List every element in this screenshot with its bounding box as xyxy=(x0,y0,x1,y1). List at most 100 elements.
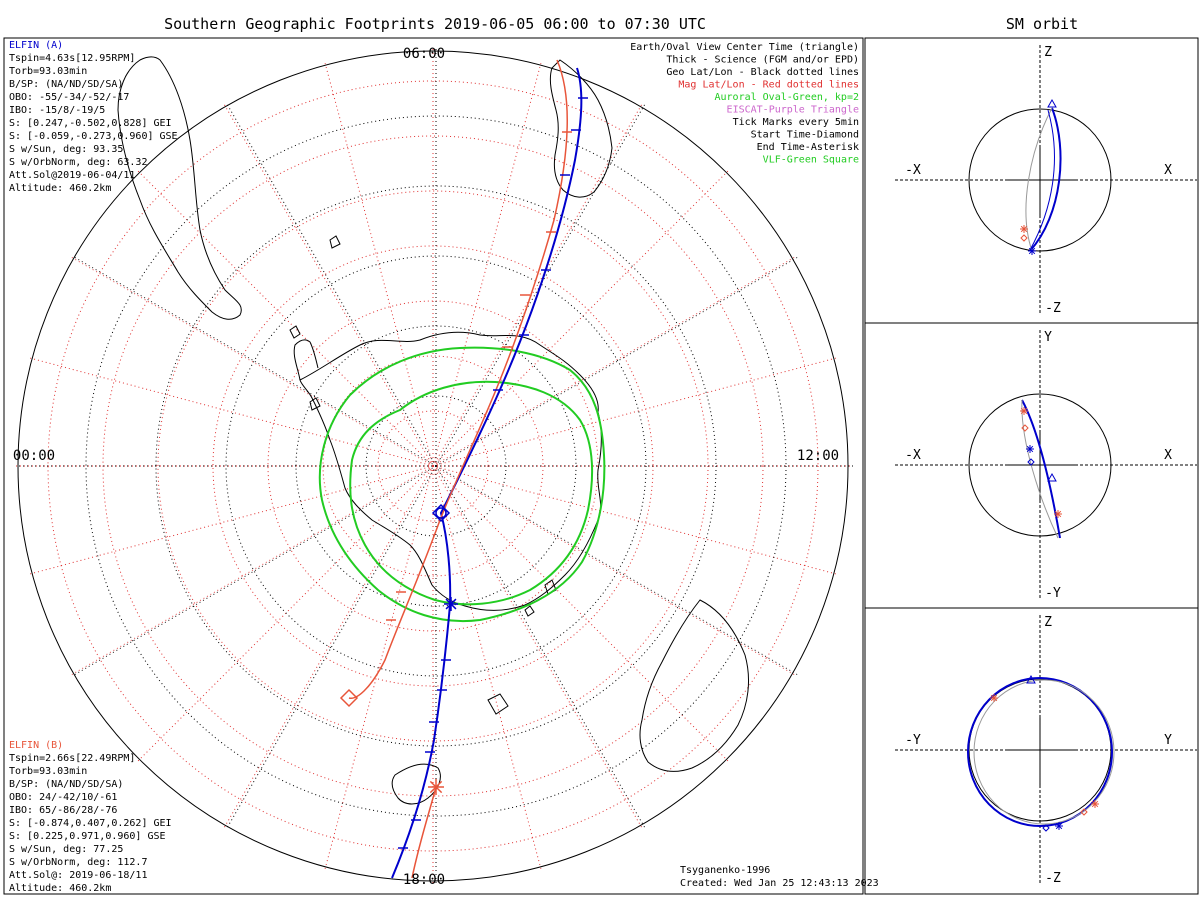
sm-earth xyxy=(968,393,1112,537)
sm1-a-triangle xyxy=(1047,98,1057,108)
legend-item: Thick - Science (FGM and/or EPD) xyxy=(666,55,859,66)
mag-lon-line xyxy=(432,465,839,576)
info-line: S w/OrbNorm, deg: 112.7 xyxy=(9,857,147,868)
info-line: OBO: -55/-34/-52/-17 xyxy=(9,92,129,103)
sm-label-right: X xyxy=(1164,163,1172,178)
sm1-elfin-b-orbit xyxy=(1029,109,1055,251)
sm2-a-start-diamond xyxy=(1027,458,1035,466)
info-block-elfin-b: ELFIN (B) Tspin=2.66s[22.49RPM] Torb=93.0… xyxy=(9,740,172,894)
sm-label-top: Y xyxy=(1044,330,1052,345)
sm-panel-2: Y -Y -X X xyxy=(895,330,1197,601)
sm-label-top: Z xyxy=(1044,615,1052,630)
elfin-a-center-marker xyxy=(435,507,447,519)
sm2-a-end-asterisk xyxy=(1026,445,1034,453)
sm-panel-3: Z -Z -Y Y xyxy=(895,615,1197,886)
mag-lon-line xyxy=(432,465,644,830)
geo-lon-line xyxy=(225,102,437,467)
island-2 xyxy=(329,235,341,249)
mag-lon-line xyxy=(432,102,644,467)
footer-created: Created: Wed Jan 25 12:43:13 2023 xyxy=(680,878,879,889)
mag-lat-circle xyxy=(322,355,544,577)
legend-item: VLF-Green Square xyxy=(763,155,859,166)
info-line: S w/Sun, deg: 93.35 xyxy=(9,144,123,155)
info-line: S: [0.247,-0.502,0.828] GEI xyxy=(9,118,172,129)
sm-panel-1: Z -Z -X X xyxy=(895,45,1197,316)
legend-item: Mag Lat/Lon - Red dotted lines xyxy=(678,80,859,91)
sm-orbit-panels: Z -Z -X X Y -Y -X X Z -Z -Y Y xyxy=(895,45,1197,886)
footprint-traces xyxy=(339,59,588,879)
info-line: S: [-0.059,-0.273,0.960] GSE xyxy=(9,131,178,142)
sm3-b-start-asterisk xyxy=(990,694,998,702)
sm1-b-end-asterisk xyxy=(1020,225,1028,233)
tasmania-coast xyxy=(487,693,509,715)
sm-label-bottom: -Z xyxy=(1045,871,1061,886)
graticule xyxy=(13,46,856,886)
geo-lon-line xyxy=(225,465,437,830)
mag-lon-line xyxy=(432,465,797,677)
mag-lon-line xyxy=(69,255,434,467)
mag-lon-line xyxy=(222,102,434,467)
sm3-a-end-asterisk xyxy=(1055,822,1063,830)
info-line: Altitude: 460.2km xyxy=(9,883,111,894)
info-a-title: ELFIN (A) xyxy=(9,40,63,51)
info-line: Tspin=4.63s[12.95RPM] xyxy=(9,53,135,64)
mag-lon-line xyxy=(323,60,434,467)
sm2-b-start-diamond xyxy=(1021,424,1029,432)
geo-lat-circle xyxy=(225,255,647,677)
coastlines xyxy=(117,56,750,805)
sm3-a-diamond xyxy=(1042,824,1050,832)
mag-lon-line xyxy=(27,356,434,467)
mag-lon-line xyxy=(432,60,543,467)
legend-item: End Time-Asterisk xyxy=(757,142,859,153)
africa-coast xyxy=(549,59,613,198)
footer-model: Tsyganenko-1996 xyxy=(680,865,770,876)
sm-label-top: Z xyxy=(1044,45,1052,60)
sm2-b-star xyxy=(1054,510,1062,518)
sm1-b-start-diamond xyxy=(1020,234,1028,242)
sm-label-left: -X xyxy=(905,448,921,463)
sm-title: SM orbit xyxy=(1006,15,1078,33)
island-1 xyxy=(309,397,321,411)
sm-label-left: -X xyxy=(905,163,921,178)
australia-coast xyxy=(639,599,750,772)
info-line: IBO: 65/-86/28/-76 xyxy=(9,805,117,816)
auroral-oval-outer xyxy=(318,346,606,622)
peninsula-tip xyxy=(289,325,301,339)
info-line: Tspin=2.66s[22.49RPM] xyxy=(9,753,135,764)
info-line: S w/OrbNorm, deg: 63.32 xyxy=(9,157,147,168)
mag-lon-line xyxy=(432,465,731,764)
info-line: B/SP: (NA/ND/SD/SA) xyxy=(9,79,123,90)
sm2-gray-orbit xyxy=(1021,399,1059,539)
polar-map xyxy=(13,46,856,886)
info-b-title: ELFIN (B) xyxy=(9,740,63,751)
antarctica-coast xyxy=(299,331,602,611)
sm-label-right: X xyxy=(1164,448,1172,463)
elfin-b-trace xyxy=(348,59,568,699)
sm3-gray-orbit xyxy=(973,679,1115,825)
sm2-elfin-a-orbit xyxy=(1021,399,1061,539)
sm-label-left: -Y xyxy=(905,733,921,748)
elfin-a-trace xyxy=(391,67,583,879)
south-america-coast xyxy=(117,56,242,320)
auroral-oval-inner xyxy=(349,380,594,606)
sm3-b-diamond xyxy=(1080,808,1088,816)
legend-item: Auroral Oval-Green, kp=2 xyxy=(715,92,860,103)
info-line: Torb=93.03min xyxy=(9,66,87,77)
elfin-b-end-asterisk xyxy=(428,779,444,795)
legend-item: Geo Lat/Lon - Black dotted lines xyxy=(666,67,859,78)
info-line: S: [0.225,0.971,0.960] GSE xyxy=(9,831,166,842)
geo-lat-circle xyxy=(365,395,507,537)
info-block-elfin-a: ELFIN (A) Tspin=4.63s[12.95RPM] Torb=93.0… xyxy=(9,40,178,194)
sm2-b-end-asterisk xyxy=(1020,407,1028,415)
geo-lon-line xyxy=(435,465,800,677)
elfin-a-end-asterisk xyxy=(444,597,458,611)
time-label-right: 12:00 xyxy=(797,448,839,464)
elfin-a-start-diamond xyxy=(431,503,451,523)
main-title: Southern Geographic Footprints 2019-06-0… xyxy=(164,15,706,33)
geo-lat-circle xyxy=(85,115,787,817)
info-line: Altitude: 460.2km xyxy=(9,183,111,194)
info-line: S: [-0.874,0.407,0.262] GEI xyxy=(9,818,172,829)
sm-label-bottom: -Y xyxy=(1045,586,1061,601)
mag-lon-line xyxy=(432,465,543,872)
legend-item: Tick Marks every 5min xyxy=(733,117,859,128)
